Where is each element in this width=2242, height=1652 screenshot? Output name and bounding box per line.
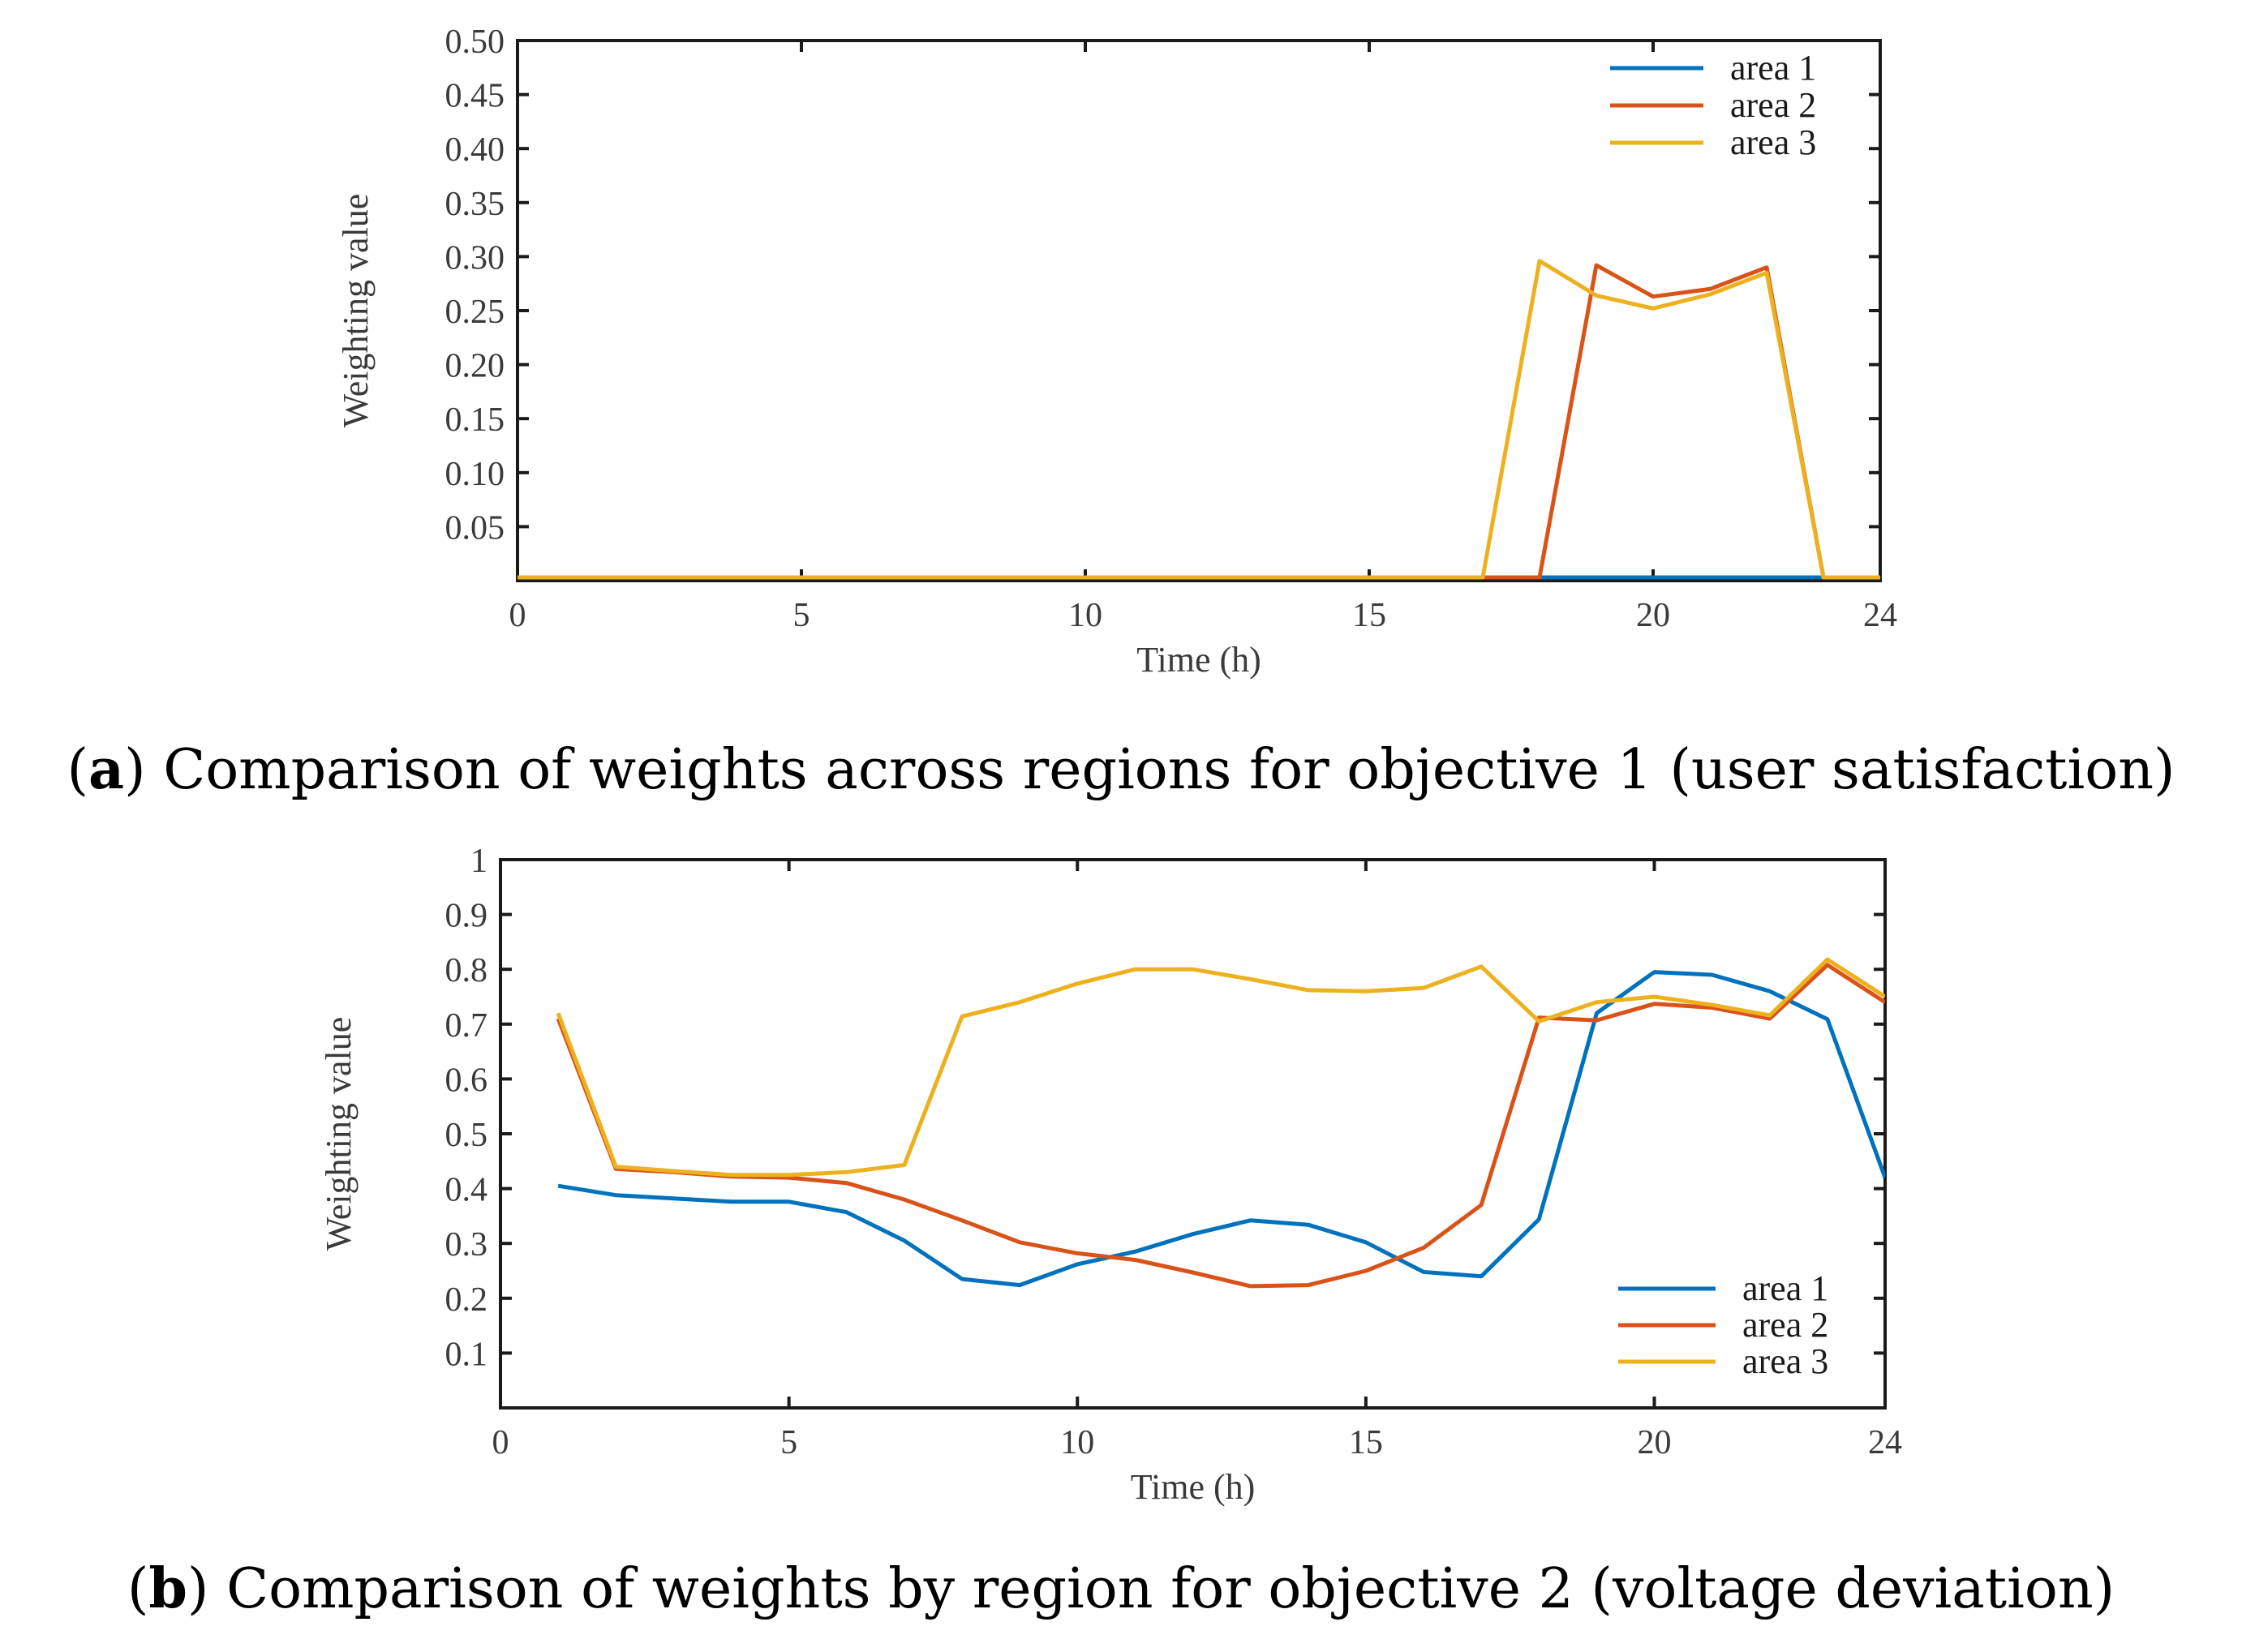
y-tick-label: 0.20 [445,348,505,385]
y-tick-label: 0.1 [445,1336,488,1373]
x-tick-label: 0 [509,597,526,634]
y-tick-label: 0.35 [445,186,505,223]
x-tick-label: 10 [1068,597,1102,634]
x-tick-label: 20 [1636,597,1670,634]
y-tick-label: 0.10 [445,456,505,493]
chart-b: 0 5 10 15 20 24 0.1 0.2 0.3 0.4 0.5 0.6 0.7 0.8 0.9 1 Ti… [319,843,1902,1507]
y-tick-label: 0.30 [445,239,505,277]
legend-label-area-3: area 3 [1742,1341,1828,1381]
y-axis-label: Weighting value [319,1017,359,1251]
series-line-area-3 [518,259,1880,580]
x-tick-label: 24 [1868,1424,1902,1461]
legend-label-area-1: area 1 [1742,1268,1828,1308]
x-tick-label: 5 [793,597,810,634]
caption-a: (a) Comparison of weights across regions… [67,737,2175,802]
series-line-area-2 [518,263,1880,580]
plot-frame [516,39,1882,582]
legend-label-area-2: area 2 [1730,85,1816,125]
legend-label-area-1: area 1 [1730,48,1816,88]
y-tick-label: 0.50 [445,24,505,61]
y-tick-label: 1 [470,843,487,880]
x-tick-label: 10 [1060,1424,1094,1461]
y-tick-label: 0.7 [445,1007,488,1045]
legend-label-area-3: area 3 [1730,122,1816,162]
series-line-area-1 [557,970,1885,1288]
y-tick-label: 0.9 [445,898,488,935]
x-axis-label: Time (h) [1131,1467,1256,1507]
x-tick-label: 0 [492,1424,509,1461]
series-line-area-3 [556,957,1885,1178]
y-tick-label: 0.40 [445,131,505,169]
x-tick-label: 15 [1349,1424,1383,1461]
y-tick-label: 0.6 [445,1062,488,1099]
x-tick-label: 20 [1638,1424,1672,1461]
y-tick-label: 0.15 [445,401,505,439]
x-tick-label: 24 [1863,597,1897,634]
caption-b: (b) Comparison of weights by region for … [127,1556,2115,1621]
y-tick-label: 0.2 [445,1281,488,1319]
y-tick-label: 0.25 [445,294,505,331]
x-tick-label: 15 [1352,597,1386,634]
y-tick-label: 0.05 [445,509,505,547]
caption-a-letter: a [88,737,124,802]
caption-b-letter: b [148,1556,187,1621]
x-axis-label: Time (h) [1136,640,1261,680]
y-tick-label: 0.3 [445,1226,488,1264]
y-tick-label: 0.8 [445,952,488,989]
y-tick-label: 0.5 [445,1117,488,1154]
chart-a: 0 5 10 15 20 24 0.05 0.10 0.15 0.20 0.25 0.30 0.35 0.… [336,24,1897,680]
y-tick-label: 0.45 [445,78,505,115]
y-tick-label: 0.4 [445,1172,488,1209]
x-tick-label: 5 [780,1424,797,1461]
y-axis-label: Weighting value [336,194,376,428]
series-line-area-2 [556,963,1885,1289]
legend-label-area-2: area 2 [1742,1305,1828,1345]
